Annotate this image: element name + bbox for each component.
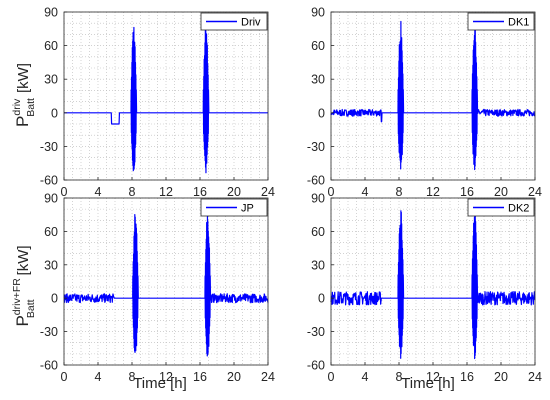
- x-tick-label: 0: [328, 370, 335, 384]
- y-tick-label: 60: [44, 225, 58, 239]
- y-tick-label: 30: [311, 73, 325, 87]
- x-tick-label: 12: [426, 370, 440, 384]
- xlabel-right: Time [h]: [401, 375, 455, 392]
- grid: [63, 197, 269, 366]
- x-tick-label: 20: [227, 370, 241, 384]
- y-tick-label: 90: [44, 192, 58, 206]
- x-tick-label: 4: [95, 185, 102, 199]
- x-tick-label: 24: [261, 185, 275, 199]
- ylabel-top-main: P: [13, 116, 32, 127]
- y-tick-label: -30: [40, 325, 58, 339]
- y-tick-label: 0: [318, 292, 325, 306]
- x-tick-label: 12: [426, 185, 440, 199]
- x-tick-label: 4: [362, 370, 369, 384]
- x-tick-label: 24: [528, 185, 542, 199]
- x-tick-label: 8: [129, 370, 136, 384]
- panel-4: 0 4 8 12 16 20 24 -60 -30 0 30 60 90 DK2: [307, 192, 542, 385]
- x-tick-label: 8: [396, 370, 403, 384]
- y-tick-label: 30: [44, 73, 58, 87]
- x-tick-label: 8: [129, 185, 136, 199]
- y-tick-label: -60: [40, 359, 58, 373]
- x-tick-label: 0: [328, 185, 335, 199]
- y-tick-label: 30: [44, 258, 58, 272]
- panels: 0 4 8 12 16 20 24 -60 -30 0 30 60 90 Driv 0 4 8 12 16 20 24 -…: [40, 6, 542, 385]
- y-tick-label: 60: [44, 39, 58, 53]
- y-tick-label: -30: [40, 140, 58, 154]
- y-tick-label: -60: [307, 359, 325, 373]
- y-tick-label: 0: [51, 292, 58, 306]
- legend-label: Driv: [241, 17, 261, 29]
- y-tick-label: -60: [40, 174, 58, 188]
- series-line-dk2: [330, 210, 536, 360]
- ylabel-bottom-sub: Batt: [25, 299, 37, 318]
- legend-label: DK2: [508, 203, 529, 215]
- xlabel-left: Time [h]: [133, 375, 187, 392]
- x-tick-label: 16: [193, 370, 207, 384]
- y-tick-label: 90: [311, 6, 325, 20]
- x-tick-label: 12: [159, 370, 173, 384]
- series-line-driv: [63, 26, 269, 174]
- x-tick-label: 0: [61, 370, 68, 384]
- grid: [63, 11, 269, 181]
- ylabel-bottom-unit: [kW]: [15, 245, 32, 275]
- x-tick-label: 16: [460, 370, 474, 384]
- x-tick-label: 20: [494, 185, 508, 199]
- y-tick-label: 0: [318, 106, 325, 120]
- y-tick-label: 0: [51, 106, 58, 120]
- x-tick-label: 4: [362, 185, 369, 199]
- x-tick-label: 20: [494, 370, 508, 384]
- y-tick-label: -60: [307, 174, 325, 188]
- x-tick-label: 8: [396, 185, 403, 199]
- y-tick-label: 90: [44, 6, 58, 20]
- ylabel-bottom: Pdriv+FR Batt [kW]: [11, 245, 37, 326]
- series-line-jp: [63, 209, 269, 357]
- x-tick-label: 20: [227, 185, 241, 199]
- x-tick-label: 16: [460, 185, 474, 199]
- series-line-dk1: [330, 20, 536, 171]
- ylabel-top: Pdriv Batt [kW]: [11, 63, 37, 127]
- y-tick-label: -30: [307, 140, 325, 154]
- legend-label: JP: [241, 203, 254, 215]
- ylabel-top-sub: Batt: [25, 98, 37, 117]
- ylabel-bottom-sup: driv+FR: [11, 278, 23, 315]
- x-tick-label: 12: [159, 185, 173, 199]
- x-tick-label: 24: [261, 370, 275, 384]
- x-tick-label: 24: [528, 370, 542, 384]
- panel-2: 0 4 8 12 16 20 24 -60 -30 0 30 60 90 DK1: [307, 6, 542, 200]
- panel-3: 0 4 8 12 16 20 24 -60 -30 0 30 60 90 JP: [40, 192, 275, 385]
- x-tick-label: 0: [61, 185, 68, 199]
- legend-label: DK1: [508, 17, 529, 29]
- x-tick-label: 4: [95, 370, 102, 384]
- panel-1: 0 4 8 12 16 20 24 -60 -30 0 30 60 90 Driv: [40, 6, 275, 200]
- ylabel-top-sup: driv: [11, 98, 23, 116]
- y-tick-label: 60: [311, 39, 325, 53]
- x-tick-label: 16: [193, 185, 207, 199]
- y-tick-label: 60: [311, 225, 325, 239]
- ylabel-top-unit: [kW]: [15, 63, 32, 93]
- y-tick-label: 90: [311, 192, 325, 206]
- y-tick-label: 30: [311, 258, 325, 272]
- y-tick-label: -30: [307, 325, 325, 339]
- ylabel-bottom-main: P: [13, 315, 32, 326]
